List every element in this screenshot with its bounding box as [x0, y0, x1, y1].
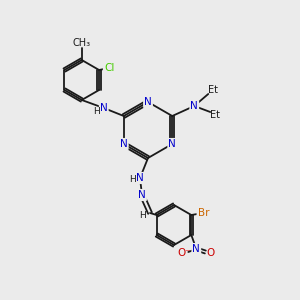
Text: O⁻: O⁻ [177, 248, 191, 258]
Text: H: H [129, 175, 135, 184]
Text: N: N [100, 103, 108, 113]
Text: CH₃: CH₃ [73, 38, 91, 48]
Text: O: O [206, 248, 214, 258]
Text: Et: Et [208, 85, 218, 95]
Text: N: N [120, 139, 127, 149]
Text: H: H [93, 106, 100, 116]
Text: N: N [138, 190, 146, 200]
Text: N: N [168, 139, 176, 149]
Text: N: N [144, 97, 152, 107]
Text: Cl: Cl [104, 63, 114, 73]
Text: N: N [190, 101, 198, 111]
Text: Br: Br [198, 208, 209, 218]
Text: Et: Et [210, 110, 220, 120]
Text: H: H [139, 211, 145, 220]
Text: N: N [192, 244, 200, 254]
Text: N: N [136, 173, 144, 183]
